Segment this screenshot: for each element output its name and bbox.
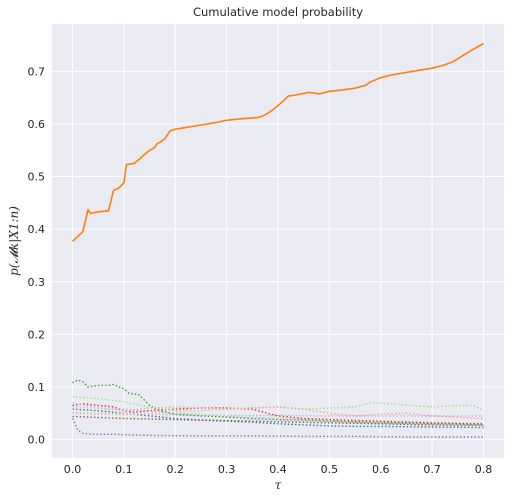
y-tick-labels: 0.0 0.1 0.2 0.3 0.4 0.5 0.6 0.7 [28, 65, 46, 446]
series-group [71, 42, 484, 438]
x-axis-label: τ [275, 478, 282, 492]
chart-title: Cumulative model probability [193, 5, 363, 19]
x-tick-label: 0.2 [167, 463, 185, 476]
x-tick-label: 0.5 [321, 463, 339, 476]
series-line-7 [72, 402, 484, 420]
x-tick-label: 0.4 [269, 463, 287, 476]
gridlines [52, 24, 504, 458]
x-tick-labels: 0.0 0.1 0.2 0.3 0.4 0.5 0.6 0.7 0.8 [64, 463, 492, 476]
series-line-9 [72, 411, 484, 428]
y-tick-label: 0.0 [28, 434, 46, 447]
series-line-1 [71, 42, 484, 242]
y-tick-label: 0.6 [28, 118, 46, 131]
x-tick-label: 0.3 [218, 463, 236, 476]
x-tick-label: 0.7 [423, 463, 441, 476]
x-tick-label: 0.0 [64, 463, 82, 476]
y-tick-label: 0.2 [28, 328, 46, 341]
y-tick-label: 0.7 [28, 65, 46, 78]
y-tick-label: 0.5 [28, 171, 46, 184]
y-tick-label: 0.4 [28, 223, 46, 236]
x-tick-label: 0.1 [115, 463, 133, 476]
series-line-4 [72, 408, 484, 429]
series-line-11 [72, 406, 484, 426]
y-tick-label: 0.1 [28, 381, 46, 394]
x-tick-label: 0.6 [372, 463, 390, 476]
series-line-3 [72, 403, 484, 425]
x-tick-label: 0.8 [475, 463, 493, 476]
y-tick-label: 0.3 [28, 276, 46, 289]
y-axis-label: p(𝓜k|X1:n) [7, 206, 21, 276]
series-line-2 [72, 379, 484, 426]
